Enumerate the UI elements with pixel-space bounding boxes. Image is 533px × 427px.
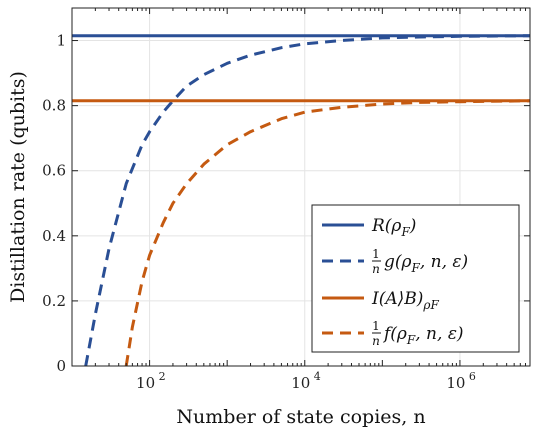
grid-lines	[72, 8, 530, 366]
legend-frac-den: n	[372, 334, 380, 348]
x-axis-title: Number of state copies, n	[176, 406, 425, 427]
x-tick-exponent: 6	[469, 370, 476, 383]
x-tick-label: 10	[446, 374, 465, 392]
legend-label-3: f(ρF, n, ε)	[382, 324, 464, 347]
series-line-1	[84, 34, 531, 367]
y-tick-label: 0	[56, 357, 66, 375]
x-tick-exponent: 4	[314, 370, 321, 383]
x-tick-labels: 10 2 10 4 10 6	[136, 370, 476, 392]
legend-label-0: R(ρF)	[371, 216, 416, 239]
y-tick-label: 0.2	[42, 292, 66, 310]
legend-box	[311, 204, 520, 353]
x-tick-label: 10	[291, 374, 310, 392]
legend-frac-den: n	[372, 262, 380, 276]
y-tick-label: 1	[56, 32, 66, 50]
legend-frac-num: 1	[372, 247, 380, 261]
axis-ticks	[71, 8, 531, 367]
x-tick-label: 10	[136, 374, 155, 392]
legend-label-1: g(ρF, n, ε)	[384, 252, 468, 275]
series-layer	[72, 34, 531, 367]
y-tick-labels: 0 0.2 0.4 0.6 0.8 1	[42, 32, 66, 375]
y-tick-label: 0.6	[42, 162, 66, 180]
legend-frac-num: 1	[372, 319, 380, 333]
x-tick-exponent: 2	[159, 370, 166, 383]
y-axis-title: Distillation rate (qubits)	[7, 71, 29, 303]
legend-label-2: I(A⟩B)ρF	[371, 289, 439, 312]
y-tick-label: 0.4	[42, 227, 66, 245]
y-tick-label: 0.8	[42, 97, 66, 115]
